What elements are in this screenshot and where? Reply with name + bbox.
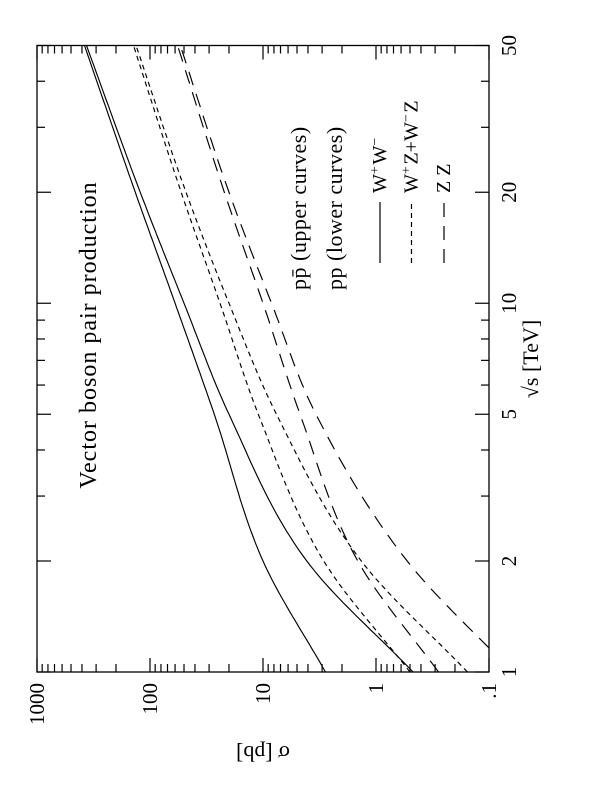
x-tick-label: 10	[497, 293, 521, 314]
y-tick-label: 10	[251, 683, 275, 704]
curve-ww-pp	[85, 45, 414, 673]
legend-beam-lower: pp (lower curves)	[322, 126, 347, 290]
x-tick-label: 1	[497, 667, 521, 678]
legend-beam-upper: pp̄ (upper curves)	[286, 126, 311, 290]
legend-entry-label: W+ Z+W− Z	[400, 100, 423, 193]
legend-entry-label: Z Z	[433, 164, 455, 193]
x-tick-label: 20	[497, 182, 521, 203]
figure-title: Vector boson pair production	[76, 181, 102, 488]
axis-tick-labels: 1 2 5 10 20 50 .1 1 10 100 1000	[25, 35, 521, 725]
data-curves	[83, 45, 490, 673]
x-tick-label: 50	[497, 35, 521, 56]
y-tick-label: .1	[477, 683, 501, 699]
curve-zz-ppbar	[177, 45, 439, 673]
x-tick-label: 5	[497, 409, 521, 420]
axis-ticks	[36, 44, 490, 673]
x-tick-label: 2	[497, 556, 521, 567]
legend-entry-label: W+ W−	[368, 136, 391, 193]
y-tick-label: 1	[364, 683, 388, 694]
curve-zz-pp	[179, 45, 490, 649]
x-axis-label: √s [TeV]	[518, 320, 543, 398]
y-tick-label: 100	[138, 683, 162, 715]
curve-wzwz-ppbar	[132, 45, 411, 673]
y-tick-label: 1000	[25, 683, 49, 725]
legend-line-samples	[379, 202, 445, 263]
curve-ww-ppbar	[83, 45, 326, 673]
legend-entry-labels: W+ W− W+ Z+W− Z Z Z	[368, 100, 455, 193]
curve-wzwz-pp	[135, 45, 468, 673]
y-axis-label: σ [pb]	[236, 741, 290, 766]
